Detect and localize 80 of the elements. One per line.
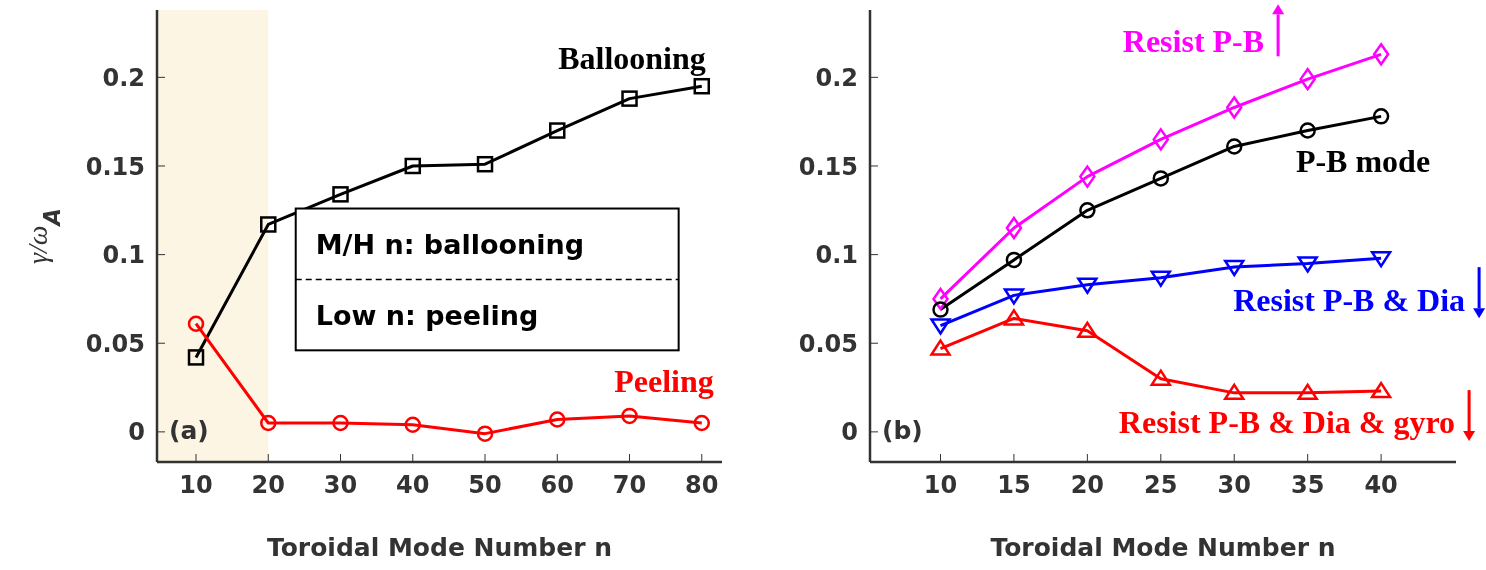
y-tick-label: 0.2 (815, 63, 858, 92)
y-tick-label: 0.15 (85, 152, 145, 181)
annotation: M/H n: ballooning (315, 229, 585, 261)
point (693, 77, 711, 95)
point (930, 339, 951, 356)
x-tick-label: 40 (1364, 471, 1398, 500)
series-label: Ballooning (558, 39, 706, 76)
x-axis-title: Toroidal Mode Number n (990, 533, 1336, 562)
legend-label: Resist P-B (1122, 22, 1265, 59)
y-tick-label: 0 (841, 418, 858, 447)
point (930, 318, 951, 335)
point (1152, 170, 1170, 187)
x-tick-label: 80 (685, 471, 719, 500)
point (332, 414, 349, 432)
x-tick-label: 10 (179, 471, 213, 500)
y-tick-label: 0.2 (102, 63, 145, 92)
point (549, 122, 566, 139)
x-tick-label: 60 (540, 471, 574, 500)
point (1003, 309, 1025, 326)
point (1297, 383, 1318, 401)
annotation: (a) (169, 415, 209, 445)
x-tick-label: 25 (1144, 471, 1178, 500)
x-tick-label: 30 (323, 471, 358, 500)
point (476, 155, 494, 173)
y-tick-label: 0.1 (102, 241, 145, 270)
point (404, 157, 422, 175)
x-tick-label: 20 (1070, 471, 1105, 500)
point (1299, 122, 1316, 139)
annotation: (b) (882, 415, 923, 445)
series-label: Peeling (614, 363, 714, 400)
point (1225, 96, 1243, 119)
y-tick-label: 0.1 (815, 241, 858, 270)
point (260, 216, 277, 233)
point (1299, 67, 1316, 91)
point (1005, 251, 1023, 269)
x-tick-label: 70 (612, 471, 647, 500)
x-tick-label: 10 (923, 471, 958, 500)
point (1223, 383, 1245, 401)
point (187, 349, 205, 366)
point (260, 414, 277, 432)
point (476, 425, 494, 442)
x-tick-label: 20 (251, 471, 285, 500)
x-tick-label: 15 (997, 471, 1031, 500)
point (1297, 256, 1318, 273)
x-tick-label: 40 (396, 471, 430, 500)
point (1225, 138, 1243, 155)
x-tick-label: 35 (1290, 471, 1325, 500)
y-tick-label: 0 (128, 418, 145, 447)
point (1077, 277, 1098, 294)
point (1005, 216, 1023, 240)
series-label: P-B mode (1295, 142, 1431, 179)
point (332, 186, 349, 203)
point (1079, 202, 1096, 219)
point (1077, 321, 1098, 339)
point (404, 416, 422, 434)
point (932, 301, 949, 318)
x-axis-title: Toroidal Mode Number n (266, 533, 613, 562)
annotation: Low n: peeling (315, 300, 539, 332)
point (693, 414, 711, 432)
point (1370, 250, 1392, 268)
point (621, 90, 638, 107)
point (621, 407, 638, 425)
legend-label: Resist P-B & Dia (1233, 281, 1466, 318)
point (1150, 369, 1172, 386)
point (1079, 165, 1096, 188)
point (1372, 108, 1390, 125)
legend-label: Resist P-B & Dia & gyro (1118, 404, 1456, 441)
x-tick-label: 50 (468, 471, 502, 500)
point (1152, 128, 1170, 151)
y-tick-label: 0.05 (798, 329, 858, 358)
x-tick-label: 30 (1217, 471, 1251, 500)
point (1372, 43, 1390, 66)
point (1223, 259, 1245, 277)
point (1150, 270, 1172, 287)
point (187, 315, 205, 332)
point (549, 411, 566, 428)
point (1370, 381, 1392, 399)
point (1003, 288, 1025, 305)
y-tick-label: 0.15 (798, 152, 858, 181)
y-tick-label: 0.05 (85, 329, 145, 358)
